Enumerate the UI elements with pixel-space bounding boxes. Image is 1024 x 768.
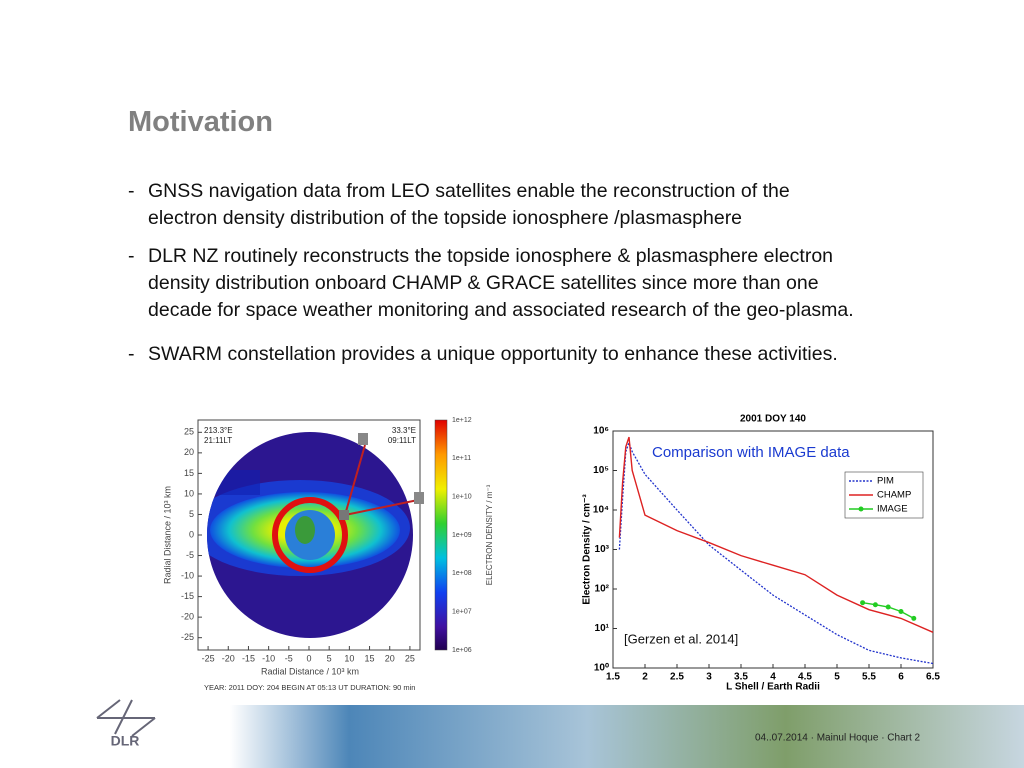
x-axis-label: L Shell / Earth Radii <box>726 682 820 693</box>
x-tick-label: 15 <box>365 653 375 663</box>
x-tick-label: 2.5 <box>670 672 684 683</box>
x-tick-label: 5 <box>327 653 332 663</box>
data-point <box>911 615 917 621</box>
bullet-dash: - <box>128 180 135 202</box>
y-tick-label: 10³ <box>595 544 610 555</box>
sat-link <box>344 444 366 516</box>
x-tick-label: 4 <box>770 672 776 683</box>
series-line <box>618 436 934 633</box>
data-point <box>885 604 891 610</box>
x-tick-label: -15 <box>242 653 255 663</box>
slide-title: Motivation <box>128 106 273 138</box>
bullet: - SWARM constellation provides a unique o… <box>128 341 838 368</box>
x-tick-label: 1.5 <box>606 672 620 683</box>
highlight-ring <box>272 497 348 573</box>
data-point <box>872 602 878 608</box>
x-tick-label: 4.5 <box>798 672 812 683</box>
x-tick-label: -20 <box>222 653 235 663</box>
colorbar-tick-label: 1e+12 <box>452 417 472 424</box>
x-tick-label: -10 <box>262 653 275 663</box>
y-tick-label: 10⁶ <box>593 426 609 437</box>
y-tick-label: 10¹ <box>595 623 610 634</box>
colorbar-tick-label: 1e+06 <box>452 647 472 654</box>
corner-label: 09:11LT <box>388 436 416 445</box>
x-tick-label: 6 <box>898 672 904 683</box>
y-tick-label: 5 <box>189 509 194 519</box>
footer-text: 04..07.2014 · Mainul Hoque · Chart 2 <box>755 733 921 744</box>
y-axis-label: Radial Distance / 10³ km <box>162 486 172 584</box>
x-tick-label: 25 <box>405 653 415 663</box>
annotation: Comparison with IMAGE data <box>652 444 850 461</box>
legend-label: PIM <box>877 476 894 487</box>
chart-title: 2001 DOY 140 <box>740 414 806 425</box>
y-tick-label: 10⁵ <box>593 465 609 476</box>
colorbar-tick-label: 1e+10 <box>452 494 472 501</box>
x-tick-label: 6.5 <box>926 672 940 683</box>
x-tick-label: -25 <box>202 653 215 663</box>
footer-image <box>230 705 1024 768</box>
corner-label: 213.3°E <box>204 426 233 435</box>
colorbar-tick-label: 1e+07 <box>452 609 472 616</box>
x-tick-label: -5 <box>285 653 293 663</box>
x-tick-label: 5 <box>834 672 840 683</box>
y-tick-label: 20 <box>184 447 194 457</box>
x-tick-label: 0 <box>306 653 311 663</box>
colorbar-tick-label: 1e+11 <box>452 455 471 462</box>
y-tick-label: -10 <box>181 570 194 580</box>
logo-text: DLR <box>111 733 140 749</box>
corner-label: 33.3°E <box>392 426 416 435</box>
colorbar-label: ELECTRON DENSITY / m⁻³ <box>485 484 494 585</box>
y-tick-label: -20 <box>181 612 194 622</box>
x-axis-label: Radial Distance / 10³ km <box>261 666 359 676</box>
x-tick-label: 2 <box>642 672 648 683</box>
y-tick-label: -25 <box>181 632 194 642</box>
x-tick-label: 20 <box>385 653 395 663</box>
bullet-line: GNSS navigation data from LEO satellites… <box>148 180 790 202</box>
bullet: - DLR NZ routinely reconstructs the topsi… <box>128 243 854 324</box>
y-tick-label: -5 <box>186 550 194 560</box>
y-tick-label: 10² <box>595 584 610 595</box>
y-axis-label: Electron Density / cm⁻³ <box>582 494 593 605</box>
bullet-line: SWARM constellation provides a unique op… <box>148 343 838 365</box>
bullet-line: decade for space weather monitoring and … <box>148 299 854 321</box>
x-tick-label: 3 <box>706 672 712 683</box>
bullet-line: density distribution onboard CHAMP & GRA… <box>148 272 819 294</box>
corner-label: 21:11LT <box>204 436 232 445</box>
x-tick-label: 10 <box>344 653 354 663</box>
bullet-line: DLR NZ routinely reconstructs the topsid… <box>148 245 834 267</box>
y-tick-label: 15 <box>184 468 194 478</box>
earth-land <box>295 516 315 544</box>
chart-frame <box>612 430 934 669</box>
y-tick-label: 10 <box>184 488 194 498</box>
y-tick-label: 10⁰ <box>594 663 609 674</box>
satellite-icon <box>358 433 368 445</box>
y-tick-label: 25 <box>184 427 194 437</box>
bullet-dash: - <box>128 343 135 365</box>
bullet: - GNSS navigation data from LEO satellite… <box>128 178 790 232</box>
y-tick-label: 10⁴ <box>593 505 609 516</box>
y-tick-label: -15 <box>181 591 194 601</box>
series-line <box>618 440 934 665</box>
colorbar <box>434 419 448 651</box>
data-point <box>898 608 904 614</box>
x-tick-label: 3.5 <box>734 672 748 683</box>
sat-link <box>344 499 419 516</box>
legend-label: CHAMP <box>877 490 911 501</box>
bullet-line: electron density distribution of the top… <box>148 207 743 229</box>
legend-label: IMAGE <box>877 504 908 515</box>
satellite-icon <box>339 510 349 520</box>
colorbar-tick-label: 1e+08 <box>452 570 472 577</box>
dlr-logo-mark <box>96 699 156 737</box>
colorbar-tick-label: 1e+09 <box>452 532 472 539</box>
annotation: [Gerzen et al. 2014] <box>624 631 738 646</box>
legend-marker <box>858 506 864 512</box>
x-tick-label: 5.5 <box>862 672 876 683</box>
y-tick-label: 0 <box>189 529 194 539</box>
bullet-dash: - <box>128 245 135 267</box>
caption: YEAR: 2011 DOY: 204 BEGIN AT 05:13 UT DU… <box>204 683 415 692</box>
data-point <box>860 600 866 606</box>
satellite-icon <box>414 492 424 504</box>
